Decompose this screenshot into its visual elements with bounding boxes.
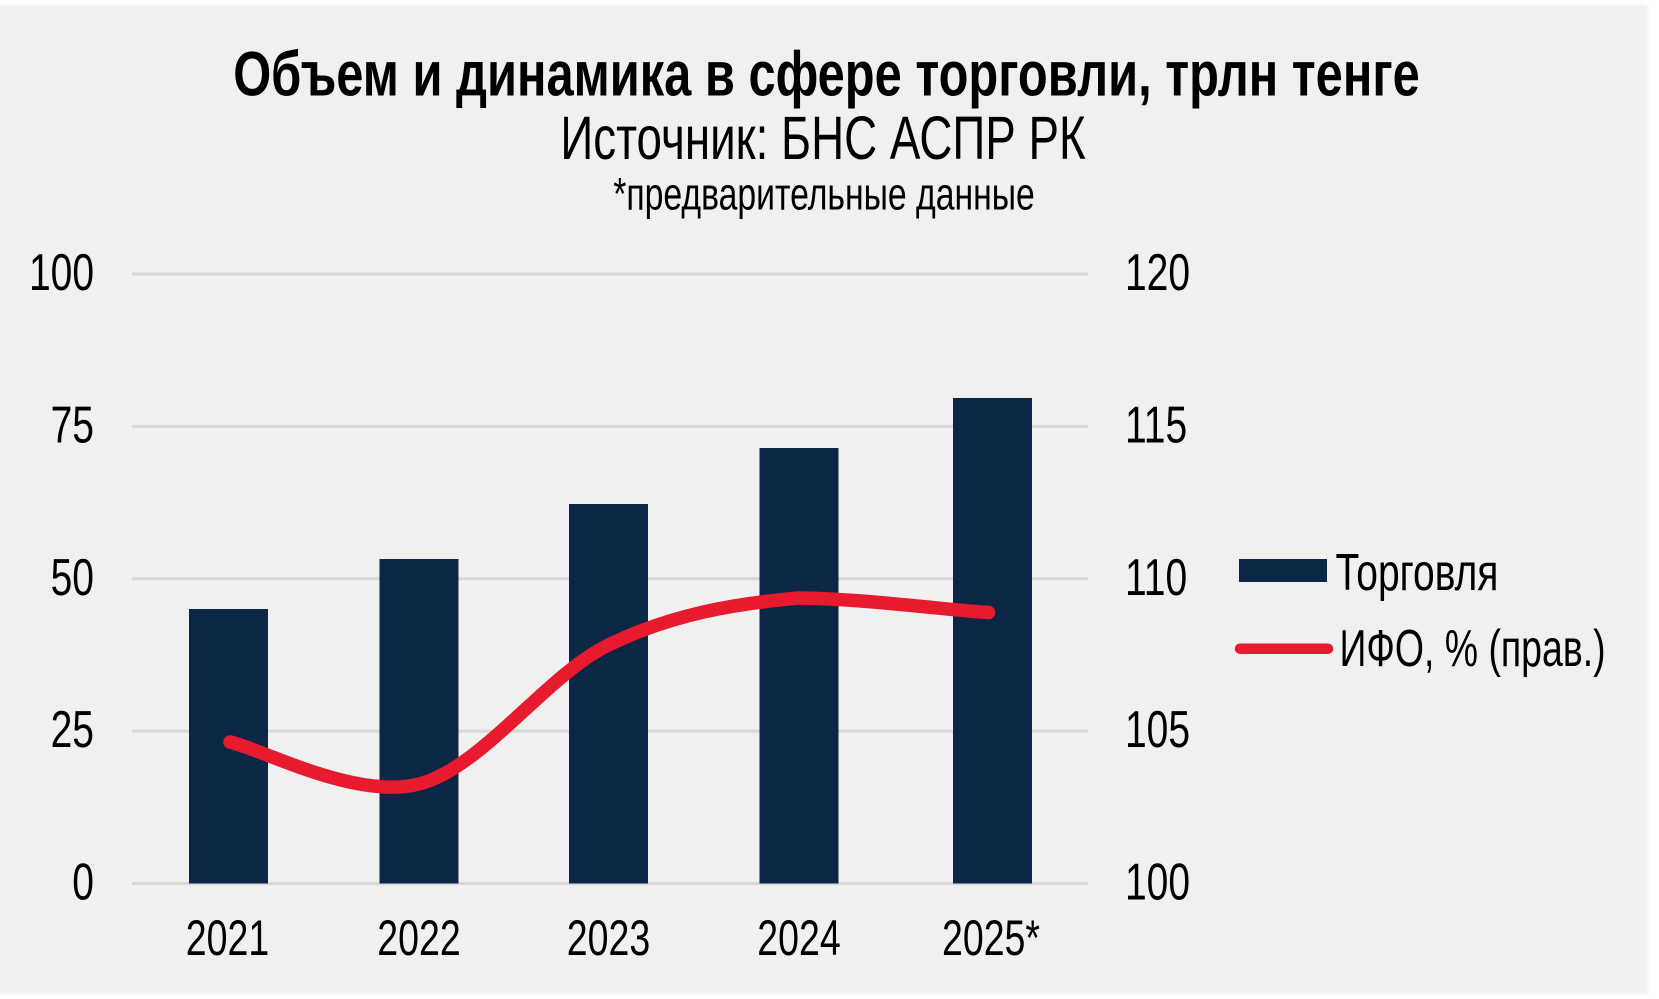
svg-text:110: 110 bbox=[1125, 547, 1187, 606]
svg-text:0: 0 bbox=[72, 852, 94, 911]
svg-text:2022: 2022 bbox=[377, 911, 460, 966]
svg-text:105: 105 bbox=[1125, 700, 1190, 759]
svg-text:2025*: 2025* bbox=[942, 911, 1040, 966]
svg-text:75: 75 bbox=[51, 395, 94, 454]
svg-text:100: 100 bbox=[29, 242, 94, 301]
svg-text:Торговля: Торговля bbox=[1336, 542, 1499, 601]
svg-text:2023: 2023 bbox=[567, 911, 650, 966]
svg-text:*предварительные данные: *предварительные данные bbox=[613, 170, 1035, 220]
svg-text:100: 100 bbox=[1125, 852, 1190, 911]
svg-text:25: 25 bbox=[51, 700, 94, 759]
svg-text:50: 50 bbox=[51, 547, 94, 606]
svg-text:ИФО, % (прав.): ИФО, % (прав.) bbox=[1340, 619, 1606, 678]
svg-text:Источник: БНС АСПР РК: Источник: БНС АСПР РК bbox=[560, 105, 1086, 173]
svg-text:120: 120 bbox=[1125, 242, 1190, 301]
svg-text:Объем и динамика в сфере торго: Объем и динамика в сфере торговли, трлн … bbox=[233, 38, 1420, 108]
svg-text:115: 115 bbox=[1125, 395, 1187, 454]
svg-text:2021: 2021 bbox=[186, 911, 269, 966]
svg-text:2024: 2024 bbox=[757, 911, 840, 966]
